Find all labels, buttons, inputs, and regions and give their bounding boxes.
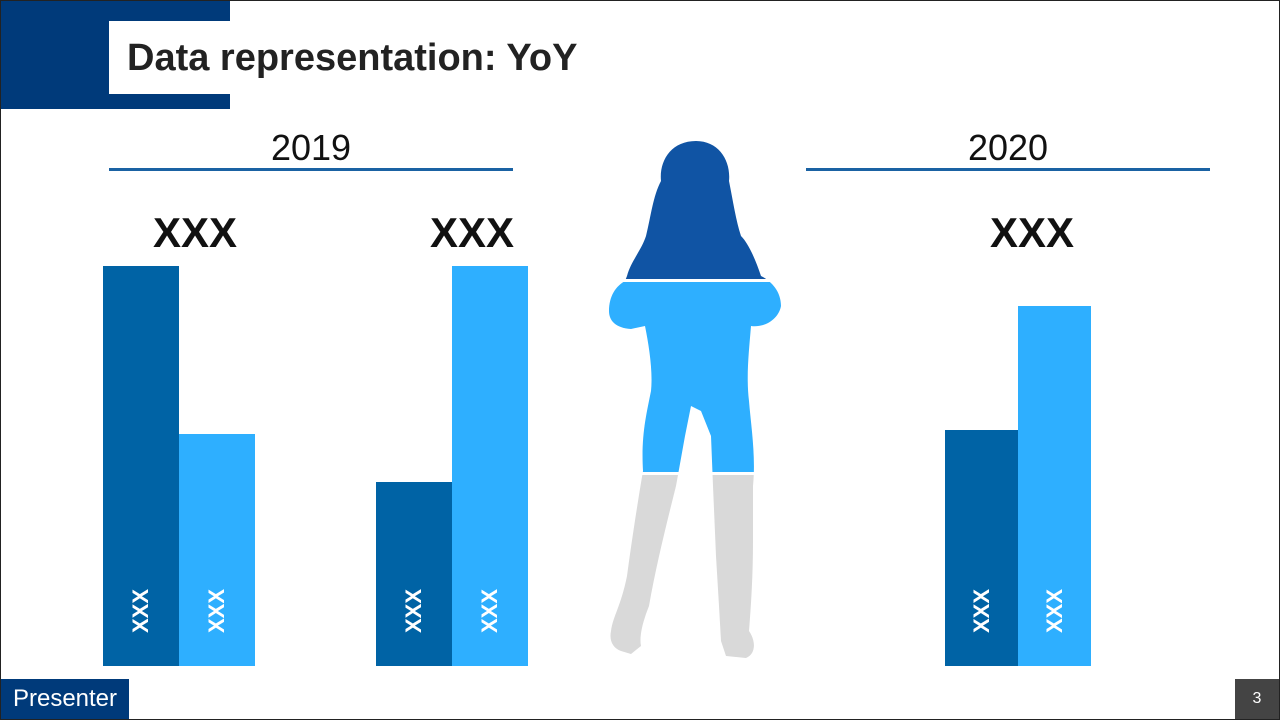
bar-2020-a-dark: XXX	[945, 430, 1018, 666]
figure-legs-region	[609, 475, 781, 658]
bar-value-label: XXX	[128, 588, 153, 634]
bar-2019-a-light: XXX	[179, 434, 255, 666]
group-label-2020-a: XXX	[989, 209, 1075, 256]
year-rule-2019	[109, 168, 513, 171]
figure-head-region	[609, 141, 781, 279]
bar-value-label: XXX	[204, 588, 229, 634]
bar-value-label: XXX	[1041, 588, 1067, 634]
title-box	[109, 21, 669, 94]
bar-value-label: XXX	[401, 588, 426, 634]
woman-silhouette-icon	[609, 141, 781, 658]
presenter-label: Presenter	[1, 679, 129, 719]
bar-2019-b-dark: XXX	[376, 482, 452, 666]
year-label-2019: 2019	[270, 127, 352, 168]
bar-2019-a-dark: XXX	[103, 266, 179, 666]
slide-title: Data representation: YoY	[127, 37, 578, 79]
bar-value-label: XXX	[968, 588, 994, 634]
page-number: 3	[1235, 679, 1279, 719]
bar-2019-b-light: XXX	[452, 266, 528, 666]
bar-2020-a-light: XXX	[1018, 306, 1091, 666]
group-label-2019-a: XXX	[152, 209, 238, 256]
figure-body-region	[609, 282, 781, 472]
year-label-2020: 2020	[967, 127, 1049, 168]
bar-value-label: XXX	[477, 588, 502, 634]
year-rule-2020	[806, 168, 1210, 171]
group-label-2019-b: XXX	[429, 209, 515, 256]
